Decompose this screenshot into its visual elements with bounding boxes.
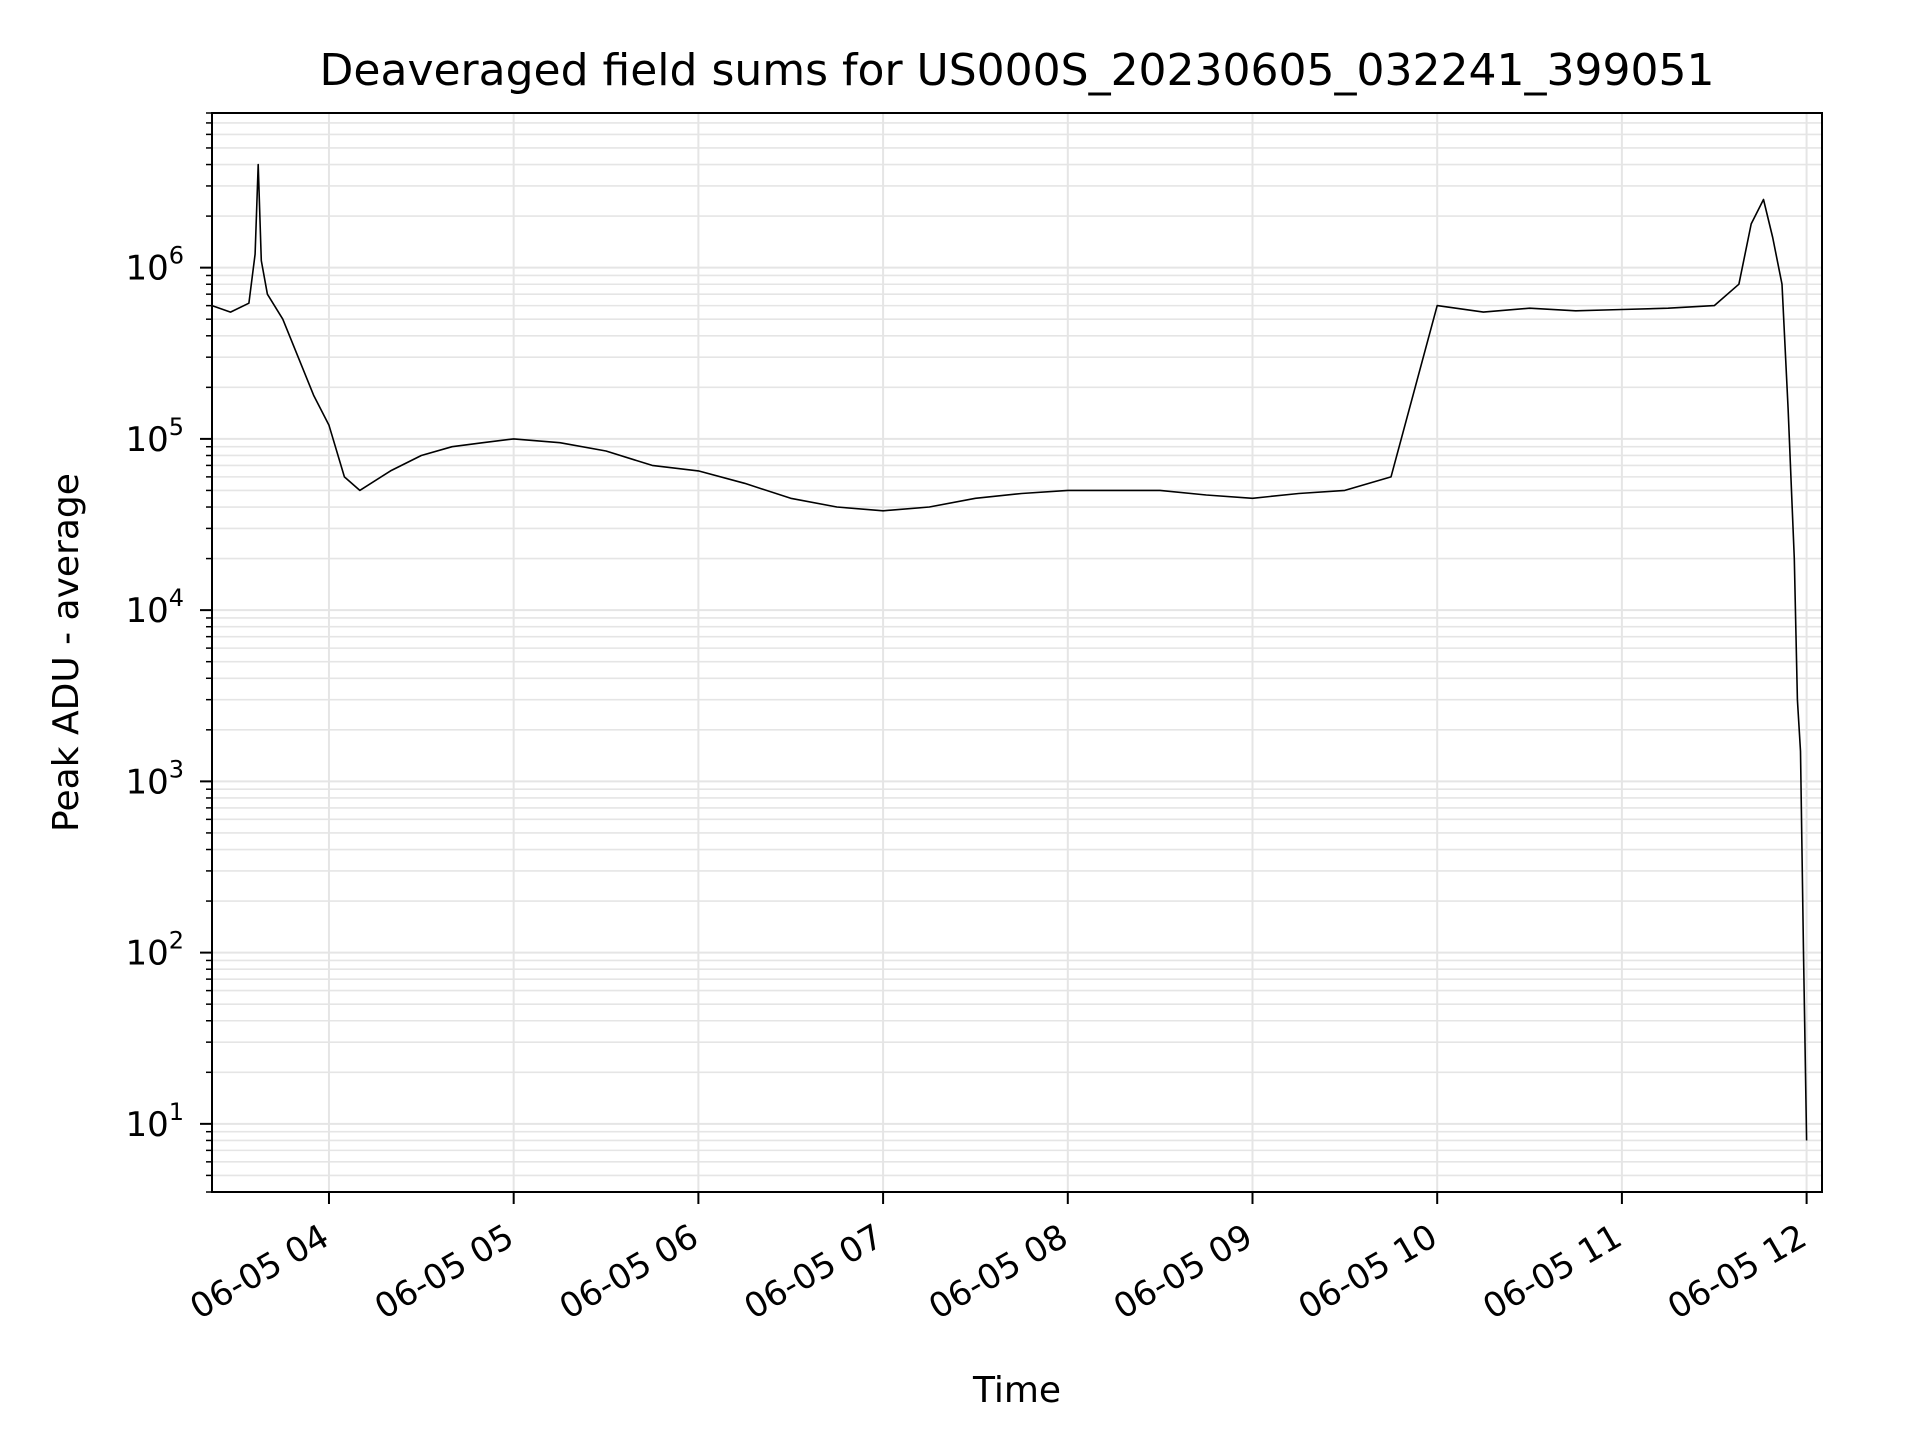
y-tick-exponent: 5: [169, 413, 184, 441]
y-tick-base: 10: [125, 762, 168, 802]
y-tick-exponent: 1: [169, 1098, 184, 1126]
series-group: [211, 163, 1808, 1141]
y-tick-label: 104: [125, 584, 184, 631]
chart-title: Deaveraged field sums for US000S_2023060…: [320, 45, 1715, 96]
y-tick-label: 102: [125, 927, 184, 974]
y-tick-exponent: 6: [169, 242, 184, 270]
y-tick-exponent: 3: [169, 755, 184, 783]
y-tick-label: 103: [125, 755, 184, 802]
y-tick-exponent: 4: [169, 584, 184, 612]
y-tick-label: 105: [125, 413, 184, 460]
y-tick-base: 10: [125, 591, 168, 631]
y-tick-base: 10: [125, 249, 168, 289]
y-tick-base: 10: [125, 934, 168, 974]
series-line: [211, 163, 1808, 1141]
y-tick-base: 10: [125, 1105, 168, 1145]
y-tick-label: 101: [125, 1098, 184, 1145]
y-tick-base: 10: [125, 420, 168, 460]
y-axis-label: Peak ADU - average: [46, 473, 87, 832]
plot-frame: [211, 112, 1823, 1193]
x-axis-label: Time: [972, 1370, 1061, 1411]
y-tick-exponent: 2: [169, 927, 184, 955]
y-tick-label: 106: [125, 242, 184, 289]
